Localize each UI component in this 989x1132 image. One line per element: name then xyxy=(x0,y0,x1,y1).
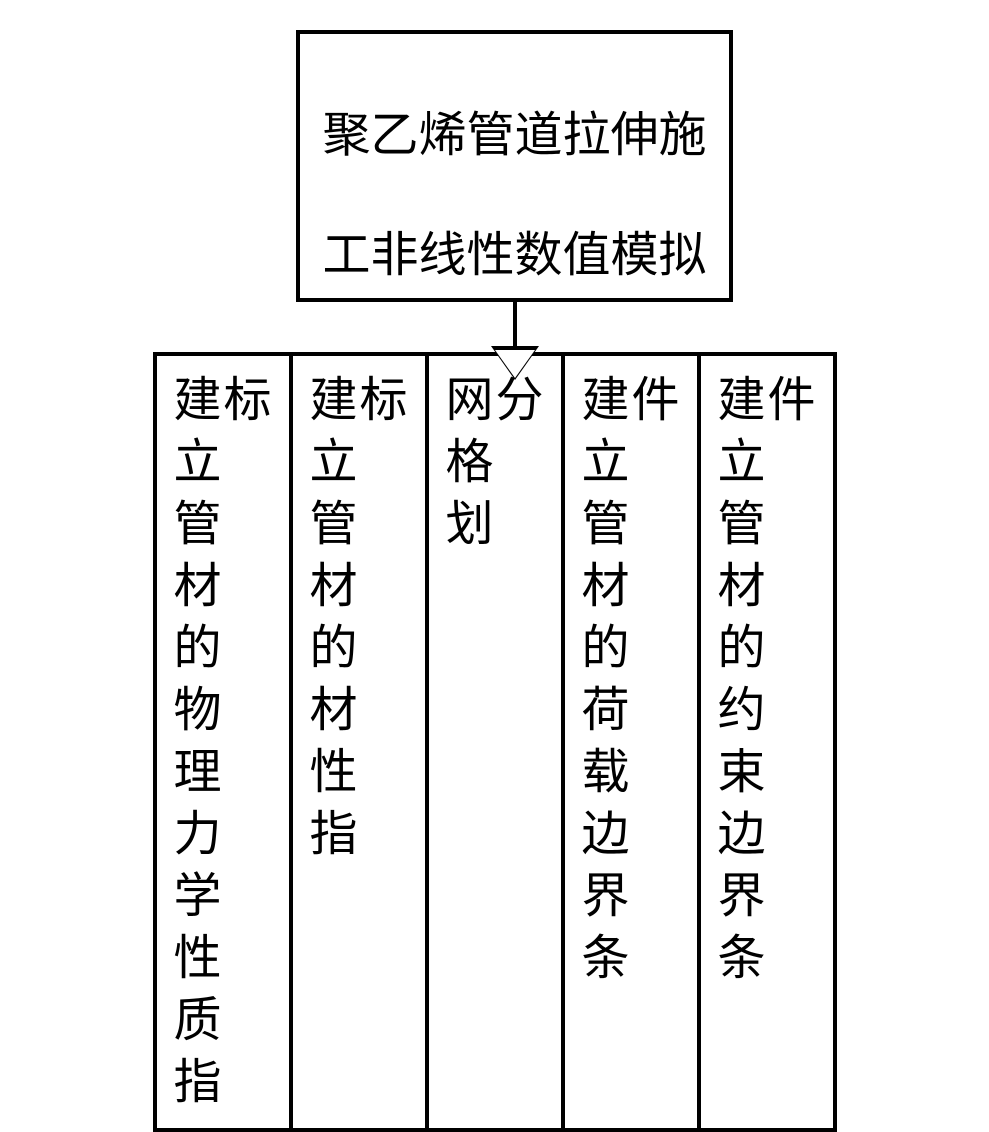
col-5a: 建立管材的约束边界条 xyxy=(717,370,767,990)
arrow-head-icon xyxy=(495,350,535,378)
col-4a: 建立管材的荷载边界条 xyxy=(581,370,631,990)
col-2b: 标 xyxy=(359,370,409,866)
col-4b: 件 xyxy=(631,370,681,990)
top-line1: 聚乙烯管道拉伸施 xyxy=(322,109,706,162)
col-1b: 标 xyxy=(223,370,273,1114)
top-line2: 工非线性数值模拟 xyxy=(322,229,706,282)
col-2a: 建立管材的材性指 xyxy=(309,370,359,866)
col-3b: 分 xyxy=(495,370,545,556)
bottom-row: 建立管材的物理力学性质指 标 建立管材的材性指 标 网格划 分 建立管材的荷载边… xyxy=(153,352,837,1132)
box-text-3: 网格划 分 xyxy=(445,370,545,556)
box-text-2: 建立管材的材性指 标 xyxy=(309,370,409,866)
box-constraint-boundary: 建立管材的约束边界条 件 xyxy=(701,352,837,1132)
col-3a: 网格划 xyxy=(445,370,495,556)
arrow xyxy=(495,302,535,378)
box-text-5: 建立管材的约束边界条 件 xyxy=(717,370,817,990)
top-box: 聚乙烯管道拉伸施 工非线性数值模拟 xyxy=(296,30,732,302)
col-5b: 件 xyxy=(767,370,817,990)
box-physical-mechanical: 建立管材的物理力学性质指 标 xyxy=(153,352,293,1132)
arrow-line xyxy=(513,302,517,352)
top-box-text: 聚乙烯管道拉伸施 工非线性数值模拟 xyxy=(322,46,706,286)
box-text-4: 建立管材的荷载边界条 件 xyxy=(581,370,681,990)
col-1a: 建立管材的物理力学性质指 xyxy=(173,370,223,1114)
box-text-1: 建立管材的物理力学性质指 标 xyxy=(173,370,273,1114)
box-mesh: 网格划 分 xyxy=(429,352,565,1132)
box-material-props: 建立管材的材性指 标 xyxy=(293,352,429,1132)
box-load-boundary: 建立管材的荷载边界条 件 xyxy=(565,352,701,1132)
